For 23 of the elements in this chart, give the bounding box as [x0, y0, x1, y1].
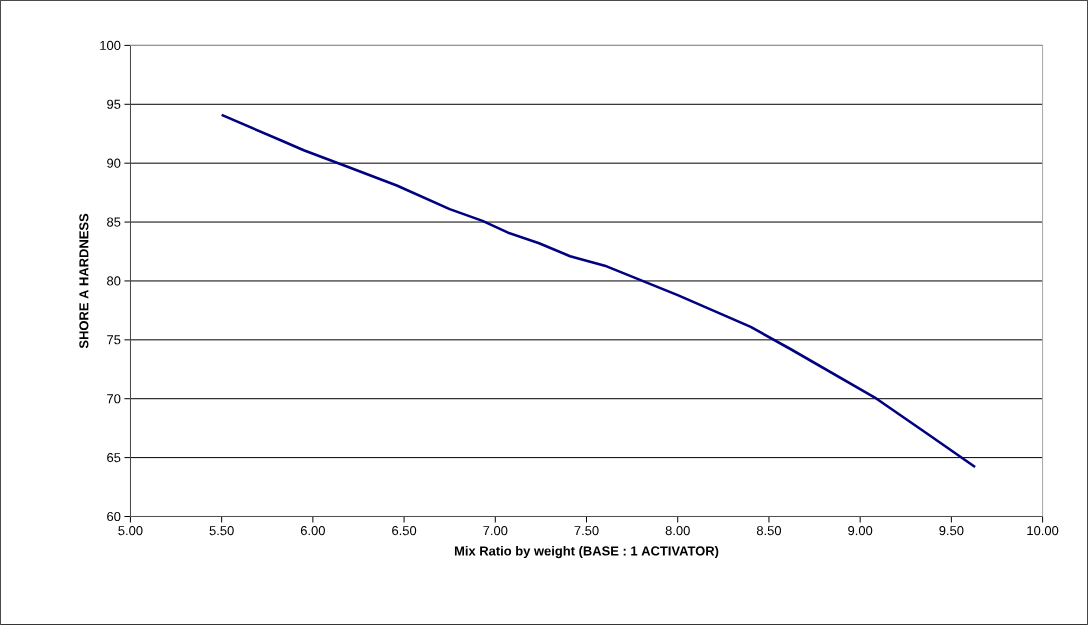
- x-tick-label: 8.00: [665, 526, 690, 536]
- y-tick-label: 60: [107, 511, 121, 522]
- x-tick-label: 7.50: [574, 526, 599, 536]
- y-tick-label: 95: [107, 99, 121, 109]
- x-tick-label: 6.50: [392, 526, 417, 536]
- y-tick-label: 80: [107, 276, 121, 286]
- y-tick-label: 65: [107, 453, 121, 463]
- x-tick-label: 5.50: [209, 526, 234, 536]
- y-tick-label: 100: [100, 40, 121, 51]
- y-tick-label: 70: [107, 394, 121, 404]
- y-tick-label: 90: [107, 158, 121, 168]
- x-tick-label: 8.50: [756, 526, 782, 536]
- x-axis-title: Mix Ratio by weight (BASE : 1 ACTIVATOR): [454, 546, 719, 559]
- line-series: [220, 113, 977, 469]
- x-tick-label: 6.00: [300, 526, 325, 536]
- x-tick-label: 7.00: [483, 526, 508, 536]
- x-tick-label: 10.00: [1027, 526, 1059, 536]
- x-tick-label: 9.00: [848, 526, 873, 536]
- y-tick-label: 85: [107, 217, 121, 227]
- y-tick-label: 75: [107, 335, 121, 345]
- y-axis-title: SHORE A HARDNESS: [79, 213, 89, 349]
- x-tick-label: 5.00: [118, 526, 143, 536]
- x-tick-label: 9.50: [939, 526, 964, 536]
